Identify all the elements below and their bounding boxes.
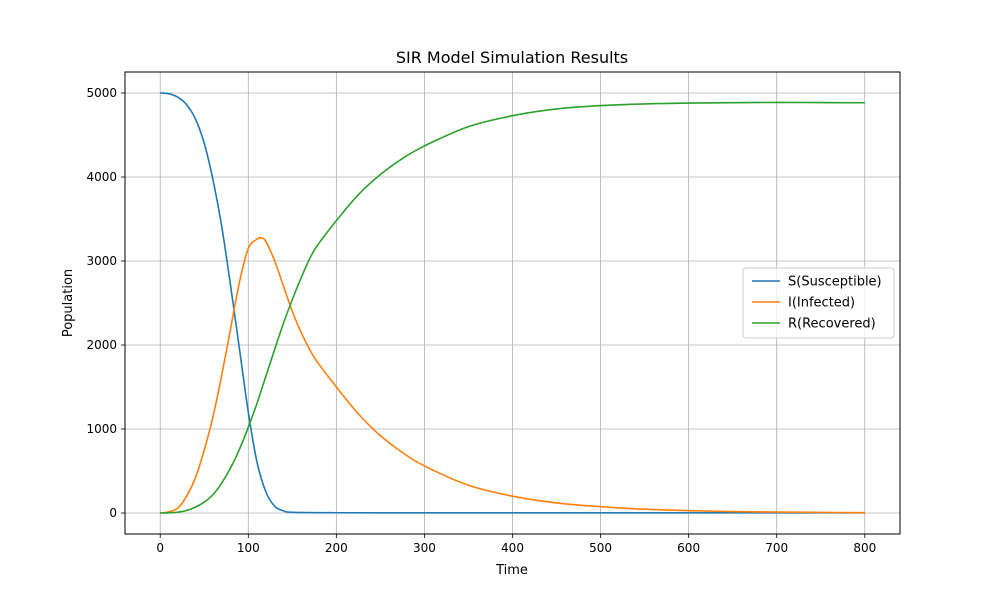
legend-box [742,267,895,339]
x-tick-label: 500 [589,541,612,555]
x-tick-label: 0 [156,541,164,555]
x-tick-label: 600 [677,541,700,555]
x-axis-label: Time [495,563,528,578]
y-tick-label: 4000 [86,170,117,184]
x-tick-label: 200 [325,541,348,555]
y-tick-label: 3000 [86,254,117,268]
x-tick-label: 700 [765,541,788,555]
y-tick-label: 1000 [86,422,117,436]
x-tick-label: 400 [501,541,524,555]
chart-title: SIR Model Simulation Results [396,48,628,67]
y-tick-label: 5000 [86,86,117,100]
series-lines [160,92,865,514]
series-line-1 [160,236,865,514]
x-tick-label: 800 [853,541,876,555]
y-axis-label: Population [61,269,76,337]
x-tick-label: 300 [413,541,436,555]
y-tick-label: 0 [109,506,117,520]
x-axis-ticks: 0 100 200 300 400 500 600 700 800 [156,534,876,555]
y-axis-ticks: 0 1000 2000 3000 4000 5000 [86,86,125,520]
legend-label: R(Recovered) [788,317,876,332]
series-line-0 [160,92,865,514]
x-tick-label: 100 [237,541,260,555]
legend: S(Susceptible) I(Infected) R(Recovered) [742,267,895,339]
legend-label: S(Susceptible) [788,275,882,290]
series-line-2 [160,101,865,514]
y-tick-label: 2000 [86,338,117,352]
legend-label: I(Infected) [788,296,855,311]
